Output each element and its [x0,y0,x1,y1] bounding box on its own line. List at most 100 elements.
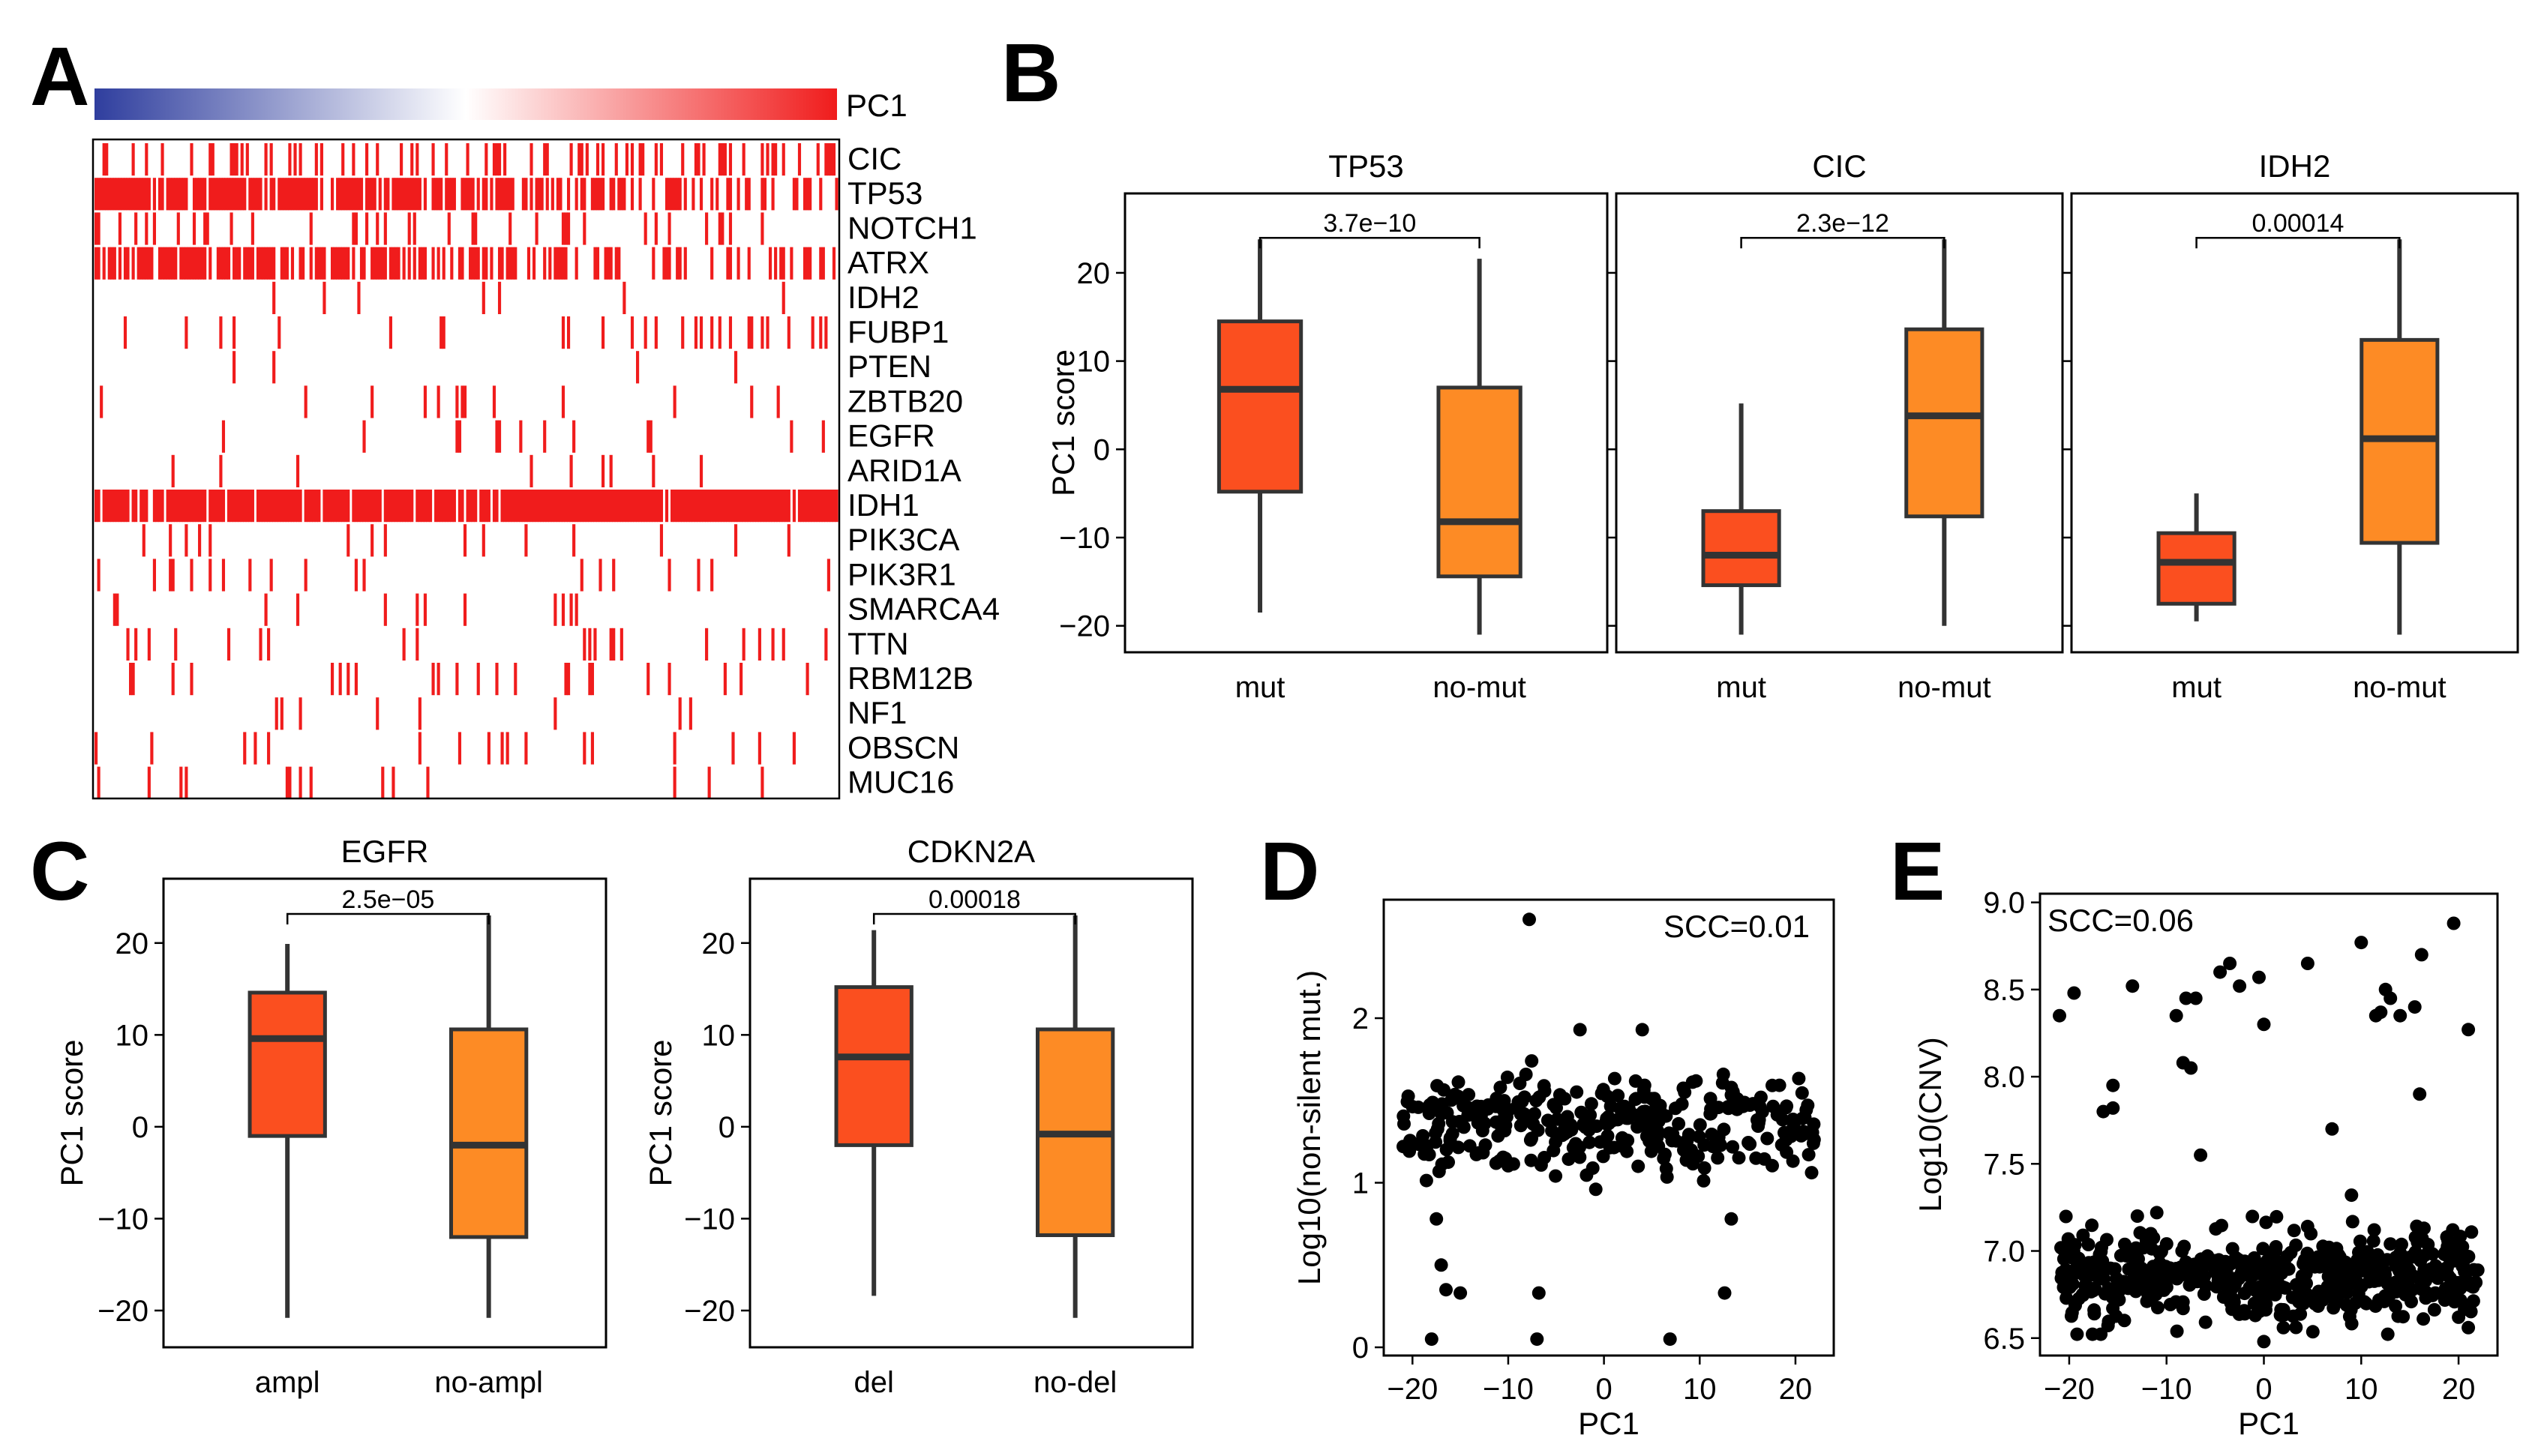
data-point [1489,1156,1503,1170]
heatmap-cell [474,212,478,245]
heatmap-cell [607,490,610,523]
heatmap-cell [530,143,533,176]
heatmap-cell [238,247,242,280]
heatmap-cell [110,178,114,211]
heatmap-cell [383,524,387,557]
heatmap-cell [612,178,616,211]
heatmap-cell [298,766,302,799]
heatmap-cell [116,593,119,626]
heatmap-cell [232,178,236,211]
heatmap-cell [338,663,342,696]
heatmap-cell [397,247,400,280]
heatmap-cell [421,247,424,280]
heatmap-cell [503,143,507,176]
heatmap-cell [670,178,674,211]
data-point [2306,1325,2320,1339]
heatmap-cell [697,143,700,176]
heatmap-cell [572,490,576,523]
heatmap-cell [288,490,292,523]
heatmap-cell [797,490,802,523]
data-point [2344,1301,2358,1315]
data-point [1562,1152,1576,1167]
data-point [2357,1295,2372,1309]
data-point [1451,1075,1466,1089]
heatmap-cell [134,178,138,211]
heatmap-cell [816,490,820,523]
heatmap-cell [826,143,830,176]
heatmap-cell [410,490,414,523]
heatmap-cell [511,490,514,523]
x-axis-label: PC1 [2238,1406,2300,1441]
data-point [2384,991,2398,1005]
heatmap-cell [145,178,148,211]
data-point [1442,1155,1455,1170]
y-tick-label: 2 [1352,1002,1369,1035]
heatmap-cell [280,247,284,280]
heatmap-cell [716,178,719,211]
heatmap-cell [487,732,490,765]
heatmap-cell [723,143,727,176]
heatmap-cell [264,593,268,626]
heatmap-cell [747,316,751,349]
heatmap-cell [561,593,566,626]
heatmap-cell [728,247,733,280]
data-point [2378,1294,2391,1308]
heatmap-cell [298,247,302,280]
data-point [2403,1250,2417,1264]
heatmap-cell [362,559,366,592]
gene-label: FUBP1 [848,314,949,349]
heatmap-cell [604,247,608,280]
heatmap-cell [264,247,268,280]
heatmap-cell [336,490,340,523]
heatmap-cell [702,490,706,523]
heatmap-cell [216,247,220,280]
data-point [1538,1151,1552,1164]
heatmap-cell [352,143,356,176]
heatmap-cell [418,490,422,523]
p-value-label: 0.00014 [2252,209,2344,238]
heatmap-cell [187,247,191,280]
panel-label-c: C [30,825,89,918]
heatmap-cell [370,490,374,523]
heatmap-cell [583,732,586,765]
heatmap-cell [362,247,366,280]
data-point [2445,1251,2459,1265]
heatmap-cell [314,143,318,176]
heatmap-cell [112,490,116,523]
y-axis-label: PC1 score [643,1039,678,1186]
heatmap-cell [192,490,196,523]
heatmap-cell [352,490,356,523]
heatmap-cell [654,212,658,245]
data-point [1588,1182,1603,1197]
data-point [2059,1209,2073,1224]
heatmap-cell [699,454,704,487]
heatmap-cell [214,490,218,523]
panel-label-b: B [1001,27,1060,119]
heatmap-cell [203,490,207,523]
box-body [248,990,327,1138]
heatmap-cell [134,212,138,245]
heatmap-cell [388,247,392,280]
data-point [1724,1212,1738,1226]
data-point [1420,1139,1434,1153]
heatmap-cell [184,316,188,349]
heatmap-cell [676,247,680,280]
heatmap-cell [514,490,518,523]
data-point [2389,1284,2403,1299]
heatmap-cell [285,178,289,211]
heatmap-cell [482,247,485,280]
data-point [1545,1124,1559,1138]
data-point [1607,1071,1622,1086]
heatmap-cell [397,178,400,211]
heatmap-cell [800,490,804,523]
p-value-label: 2.5e−05 [341,885,434,914]
heatmap-cell [596,247,600,280]
boxplot-cdkn2a: CDKN2A del no-del 0.00018 −20 −10 0 10 20 PC1 sco… [643,834,1194,1399]
heatmap-cell [500,732,504,765]
data-point [2287,1224,2301,1238]
data-point [2100,1233,2114,1247]
heatmap-cell [307,490,310,523]
heatmap-cell [497,178,502,211]
heatmap-cell [402,490,406,523]
heatmap-cell [580,559,584,592]
